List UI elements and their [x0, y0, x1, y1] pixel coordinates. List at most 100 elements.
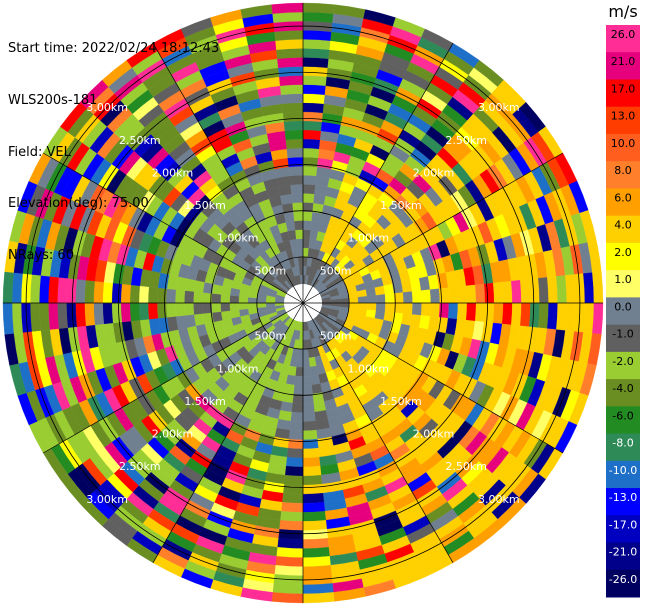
- velocity-gate: [277, 57, 304, 68]
- velocity-gate: [280, 84, 304, 95]
- velocity-gate: [302, 429, 318, 440]
- velocity-gate: [271, 2, 304, 14]
- velocity-gate: [302, 138, 321, 150]
- velocity-gate: [272, 11, 304, 23]
- range-ring-labels: 500m 500m 500m 500m 1.00km 1.00km 1.00km 1.00km…: [86, 101, 519, 506]
- colorbar-tick: 17.0: [611, 82, 636, 95]
- velocity-gate: [511, 302, 522, 326]
- colorbar-tick: -26.0: [609, 573, 637, 586]
- colorbar-tick: 1.0: [614, 273, 632, 286]
- colorbar-swatch: [606, 351, 640, 380]
- velocity-gate: [102, 302, 113, 325]
- velocity-gate: [274, 565, 304, 576]
- velocity-gate: [280, 93, 304, 104]
- azimuth-spoke: [302, 152, 563, 304]
- colorbar-tick: 6.0: [614, 191, 632, 204]
- colorbar-swatch: [606, 542, 640, 571]
- velocity-gate: [556, 275, 567, 304]
- velocity-gate: [129, 302, 141, 322]
- colorbar-tick: -30.0: [609, 600, 637, 607]
- range-ring-label: 2.00km: [152, 428, 194, 441]
- velocity-gate: [456, 285, 468, 304]
- colorbar-swatch: [606, 106, 640, 135]
- velocity-gate: [302, 211, 313, 222]
- azimuth-spoke: [302, 302, 563, 454]
- velocity-gate: [302, 502, 326, 513]
- colorbar-swatch: [606, 188, 640, 217]
- velocity-gate: [502, 302, 513, 326]
- velocity-gate: [75, 302, 86, 327]
- colorbar-tick: -10.0: [609, 464, 637, 477]
- velocity-gate: [556, 302, 567, 331]
- velocity-gate: [302, 375, 312, 386]
- velocity-gate: [592, 302, 604, 335]
- velocity-gate: [547, 302, 558, 330]
- velocity-gate: [302, 348, 309, 359]
- velocity-gate: [474, 302, 486, 323]
- velocity-gate: [291, 193, 304, 204]
- azimuth-spoke: [43, 302, 304, 454]
- velocity-gate: [175, 289, 186, 304]
- velocity-gate: [295, 366, 304, 377]
- velocity-gate: [66, 302, 77, 328]
- velocity-gate: [302, 402, 315, 413]
- range-ring-label: 2.50km: [445, 134, 487, 147]
- velocity-gate: [375, 302, 386, 312]
- colorbar-tick: -2.0: [612, 355, 633, 368]
- velocity-gate: [302, 102, 325, 113]
- velocity-gate: [302, 529, 328, 540]
- velocity-gate: [289, 420, 304, 431]
- velocity-gate: [366, 302, 377, 311]
- velocity-gate: [302, 129, 322, 141]
- velocity-gate: [147, 286, 159, 304]
- velocity-gate: [286, 447, 304, 459]
- colorbar-swatch: [606, 297, 640, 326]
- velocity-gate: [57, 277, 68, 304]
- velocity-gate: [275, 556, 304, 567]
- velocity-gate: [411, 290, 422, 304]
- velocity-gate: [278, 529, 304, 540]
- velocity-gate: [529, 302, 540, 328]
- velocity-gate: [302, 166, 318, 177]
- velocity-gate: [147, 302, 159, 320]
- colorbar-tick: -8.0: [612, 437, 633, 450]
- range-ring-label: 1.00km: [217, 362, 259, 375]
- velocity-gate: [401, 313, 413, 326]
- velocity-gate: [296, 238, 304, 249]
- velocity-gate: [402, 291, 413, 304]
- range-ring-label: 2.50km: [445, 460, 487, 473]
- velocity-gate: [281, 102, 304, 113]
- range-ring-label: 3.00km: [86, 101, 128, 114]
- velocity-gate: [483, 302, 495, 324]
- range-ring-label: 2.50km: [119, 134, 161, 147]
- velocity-gate: [138, 285, 150, 304]
- velocity-gate: [420, 302, 431, 317]
- instrument-name: WLS200s-181: [8, 93, 98, 108]
- range-ring-label: 2.00km: [152, 166, 194, 179]
- velocity-gate: [57, 302, 68, 329]
- velocity-gate: [280, 401, 293, 413]
- velocity-gate: [229, 302, 240, 311]
- velocity-gate: [483, 282, 495, 304]
- velocity-gate: [290, 184, 304, 195]
- colorbar-tick: -1.0: [612, 328, 633, 341]
- velocity-gate: [256, 302, 267, 308]
- range-ring-label: 1.00km: [347, 232, 389, 245]
- range-ring-label: 1.00km: [347, 362, 389, 375]
- velocity-gate: [511, 280, 522, 304]
- azimuth-spoke: [302, 43, 454, 304]
- range-ring-label: 500m: [320, 330, 352, 343]
- velocity-gate: [302, 483, 324, 495]
- colorbar-tick: -6.0: [612, 409, 633, 422]
- velocity-gate: [302, 583, 334, 595]
- velocity-gate: [93, 302, 104, 326]
- colorbar-tick: 26.0: [611, 28, 636, 41]
- colorbar-tick: 2.0: [614, 246, 632, 259]
- colorbar-swatch: [606, 79, 640, 108]
- velocity-gate: [193, 291, 204, 304]
- velocity-gate: [313, 193, 326, 205]
- nrays: NRays: 60: [8, 247, 74, 263]
- velocity-gate: [2, 302, 14, 335]
- velocity-gate: [66, 278, 77, 304]
